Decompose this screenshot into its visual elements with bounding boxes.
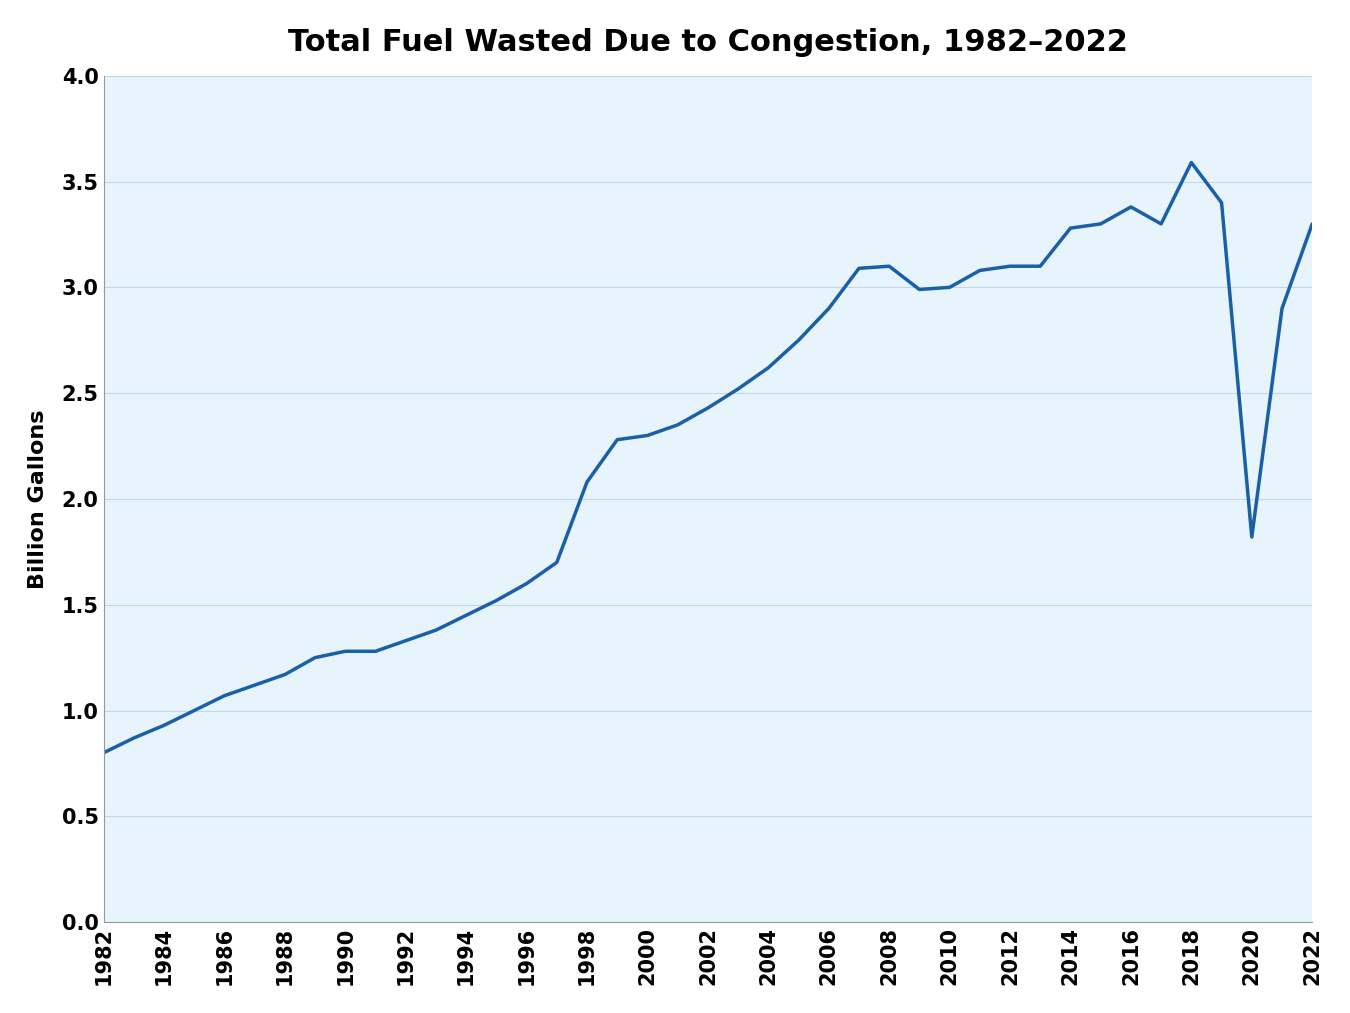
Y-axis label: Billion Gallons: Billion Gallons bbox=[28, 409, 47, 589]
Title: Total Fuel Wasted Due to Congestion, 1982–2022: Total Fuel Wasted Due to Congestion, 198… bbox=[288, 27, 1127, 57]
